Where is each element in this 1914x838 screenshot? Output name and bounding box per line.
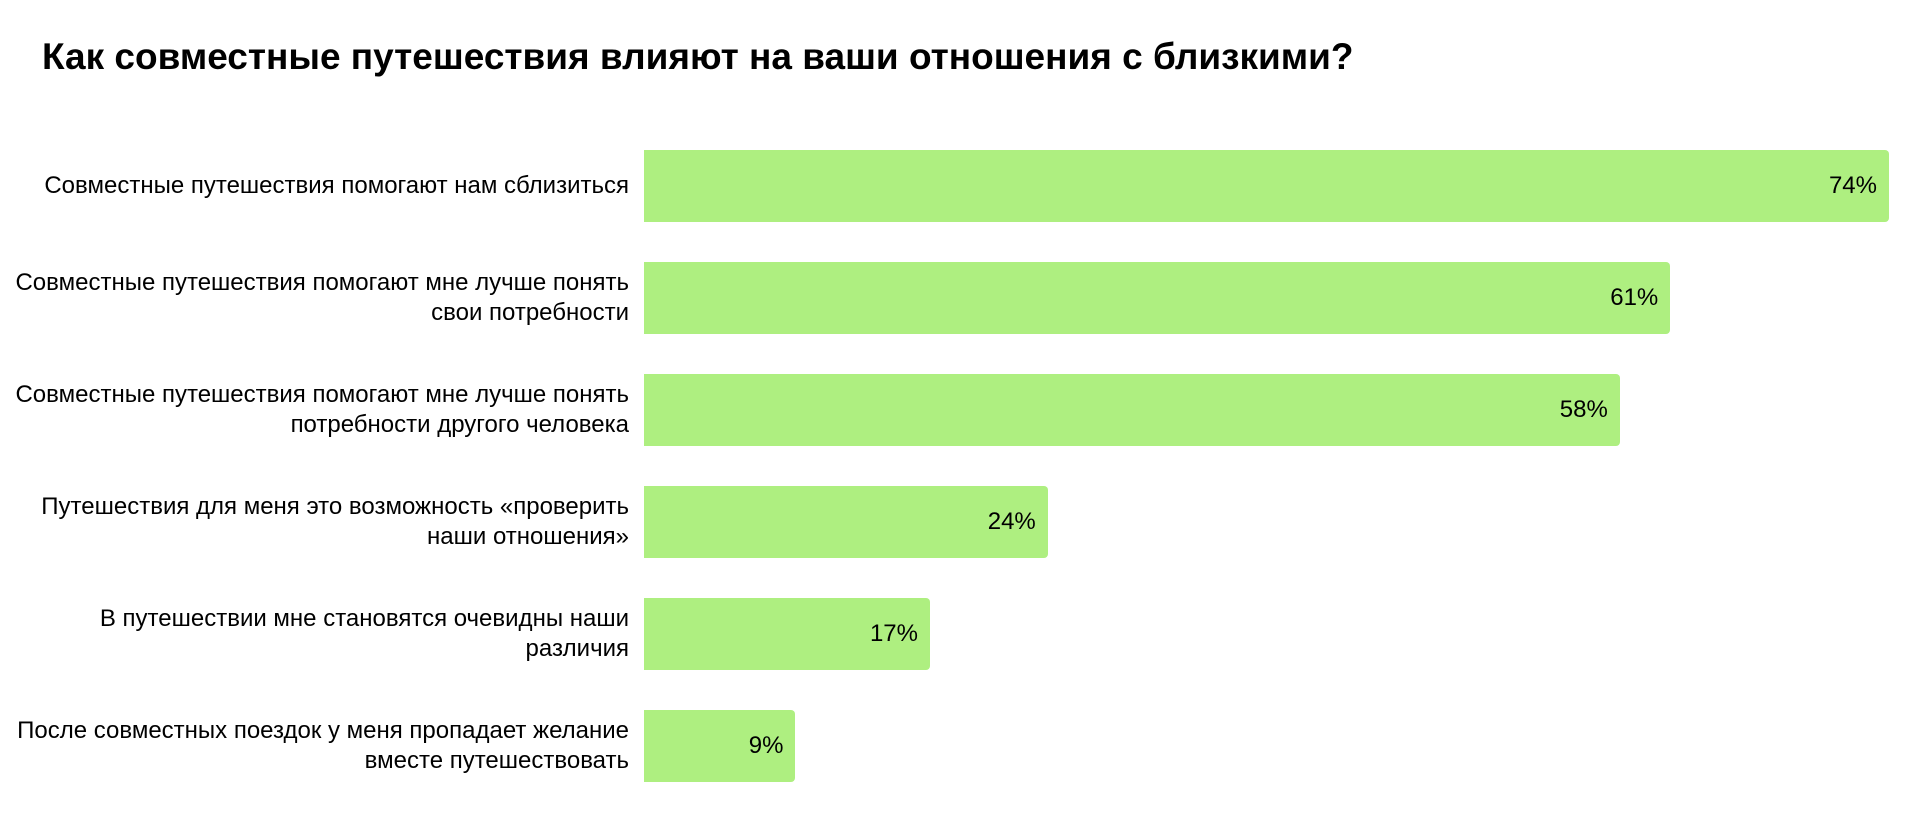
category-label: Путешествия для меня это возможность «пр… xyxy=(41,493,629,550)
value-label: 24% xyxy=(987,508,1036,535)
bar: 17% xyxy=(644,598,930,670)
category-label: Совместные путешествия помогают мне лучш… xyxy=(15,269,629,326)
value-label: 74% xyxy=(1828,172,1877,199)
value-label: 9% xyxy=(748,732,784,759)
bar: 61% xyxy=(644,262,1671,334)
value-label: 58% xyxy=(1559,396,1608,423)
bar-row: Путешествия для меня это возможность «пр… xyxy=(0,486,1914,558)
bar: 24% xyxy=(644,486,1048,558)
category-label: В путешествии мне становятся очевидны на… xyxy=(99,605,629,662)
bar-row: Совместные путешествия помогают мне лучш… xyxy=(0,262,1914,334)
category-label: После совместных поездок у меня пропадае… xyxy=(17,717,629,774)
chart-title: Как совместные путешествия влияют на ваш… xyxy=(42,36,1354,77)
category-label: Совместные путешествия помогают мне лучш… xyxy=(15,381,629,438)
category-label: Совместные путешествия помогают нам сбли… xyxy=(44,172,629,199)
bar: 74% xyxy=(644,150,1889,222)
bar: 9% xyxy=(644,710,796,782)
value-label: 17% xyxy=(869,620,918,647)
bar-row: Совместные путешествия помогают мне лучш… xyxy=(0,374,1914,446)
bar-row: Совместные путешествия помогают нам сбли… xyxy=(0,150,1914,222)
value-label: 61% xyxy=(1610,284,1659,311)
bar-row: После совместных поездок у меня пропадае… xyxy=(0,710,1914,782)
bar: 58% xyxy=(644,374,1620,446)
bar-row: В путешествии мне становятся очевидны на… xyxy=(0,598,1914,670)
